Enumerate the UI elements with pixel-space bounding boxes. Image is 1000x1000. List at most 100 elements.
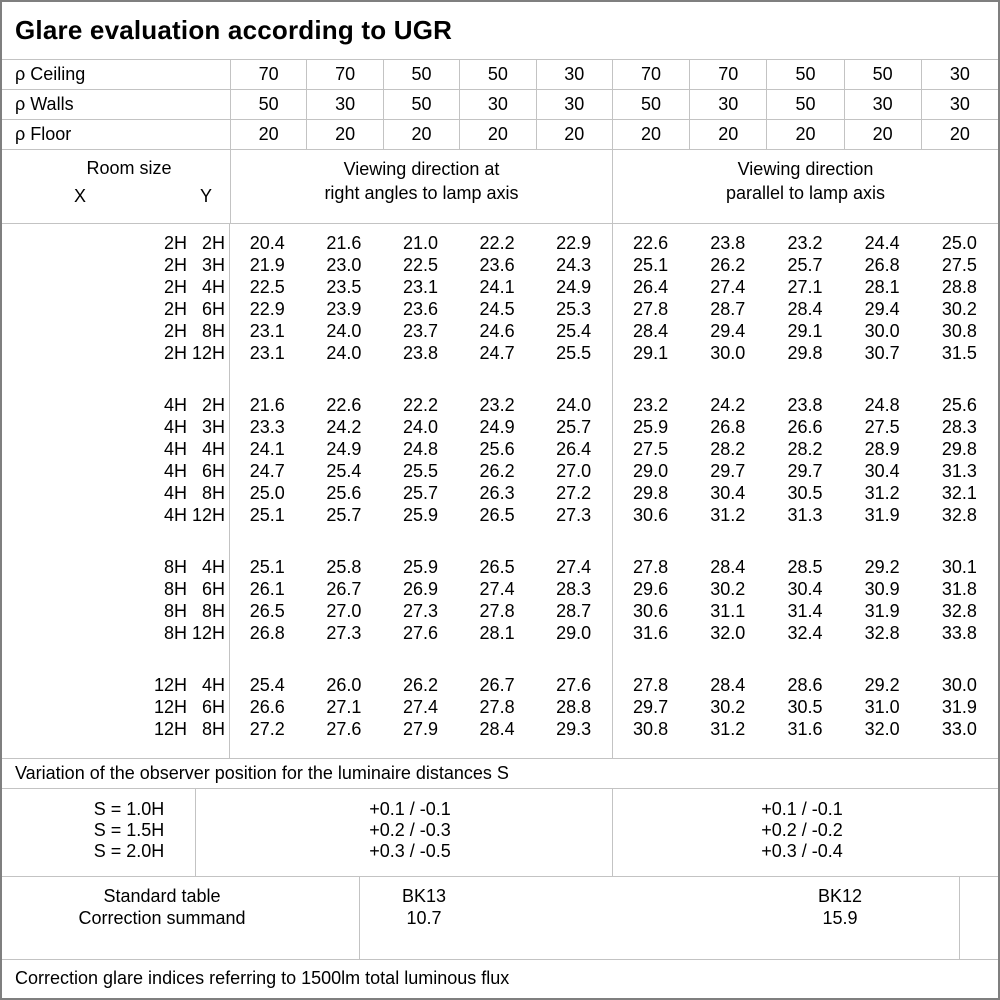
ugr-value-cell: 22.6 [633, 233, 669, 253]
ugr-value-cell: 29.7 [633, 697, 669, 717]
ugr-value-cell: 26.4 [556, 439, 592, 459]
reflectance-value: 50 [766, 90, 843, 119]
reflectance-value: 50 [459, 60, 535, 89]
ugr-value-cell: 24.1 [479, 277, 515, 297]
reflectance-value: 50 [843, 60, 921, 89]
ugr-value-cell: 25.7 [556, 417, 592, 437]
ugr-value-cell: 23.8 [402, 343, 438, 363]
ugr-value-cell: 27.3 [556, 505, 592, 525]
room-size-label: Room size [86, 158, 172, 178]
s-distance-labels: S = 1.0H S = 1.5H S = 2.0H [94, 799, 165, 862]
room-size-header: Room size X Y [2, 150, 230, 223]
ugr-y-cell: 4H [201, 557, 225, 577]
ugr-x-cell: 12H [153, 719, 187, 739]
ugr-value-cell: 26.9 [402, 579, 438, 599]
ugr-value-cell: 30.5 [787, 483, 823, 503]
ugr-value-cell: 27.4 [556, 557, 592, 577]
ugr-value-cell: 29.1 [787, 321, 823, 341]
ugr-value-cell: 23.2 [787, 233, 823, 253]
s-value: +0.1 / -0.1 [369, 799, 451, 819]
ugr-value-cell: 24.5 [479, 299, 515, 319]
ugr-value-cell: 26.8 [710, 417, 746, 437]
ugr-value-cell: 28.4 [479, 719, 515, 739]
ugr-value-cell: 30.2 [941, 299, 977, 319]
ugr-y-cell: 8H [201, 321, 225, 341]
ugr-value-cell: 26.7 [326, 579, 362, 599]
header-line-1: Viewing direction at [343, 159, 500, 179]
ugr-value-cell: 30.2 [710, 579, 746, 599]
ugr-value-cell: 26.4 [633, 277, 669, 297]
table-divider-line [195, 789, 196, 876]
ugr-y-cell: 6H [201, 697, 225, 717]
ugr-y-cell: 3H [201, 255, 225, 275]
ugr-value-cell: 27.2 [556, 483, 592, 503]
reflectance-value: 20 [306, 120, 382, 149]
ugr-value-cell: 21.6 [249, 395, 285, 415]
s-value: +0.1 / -0.1 [761, 799, 843, 819]
ugr-value-cell: 27.5 [633, 439, 669, 459]
reflectance-label: ρ Floor [15, 124, 72, 144]
viewing-direction-right-angles-header: Viewing direction at right angles to lam… [230, 150, 612, 223]
ugr-value-cell: 29.8 [787, 343, 823, 363]
ugr-x-cell: 4H [163, 461, 187, 481]
ugr-value-cell: 22.9 [249, 299, 285, 319]
ugr-y-cell: 2H [201, 233, 225, 253]
ugr-value-cell: 23.8 [787, 395, 823, 415]
ugr-value-cell: 29.4 [864, 299, 900, 319]
ugr-value-cell: 28.2 [787, 439, 823, 459]
ugr-value-cell: 25.1 [633, 255, 669, 275]
column-header-row: Room size X Y Viewing direction at right… [2, 150, 998, 224]
ugr-value-cell: 30.8 [633, 719, 669, 739]
ugr-value-cell: 22.9 [556, 233, 592, 253]
reflectance-value: 30 [689, 90, 766, 119]
x-column-label: X [73, 186, 87, 206]
ugr-value-cell: 30.4 [864, 461, 900, 481]
ugr-y-cell: 12H [191, 623, 225, 643]
ugr-value-cell: 28.9 [864, 439, 900, 459]
reflectance-value: 20 [689, 120, 766, 149]
ugr-value-cell: 29.0 [556, 623, 592, 643]
ugr-value-cell: 32.8 [864, 623, 900, 643]
reflectance-value: 20 [382, 120, 459, 149]
ugr-value-cell: 31.2 [710, 505, 746, 525]
s-value: +0.2 / -0.2 [761, 820, 843, 840]
observer-distance-table: S = 1.0H S = 1.5H S = 2.0H +0.1 / -0.1 +… [2, 789, 998, 877]
ugr-value-cell: 25.7 [787, 255, 823, 275]
ugr-value-cell: 30.0 [710, 343, 746, 363]
ugr-value-cell: 27.8 [633, 557, 669, 577]
ugr-value-cell: 22.2 [402, 395, 438, 415]
ugr-value-cell: 31.5 [941, 343, 977, 363]
reflectance-label: ρ Ceiling [15, 64, 86, 84]
ugr-value-cell: 24.8 [402, 439, 438, 459]
ugr-value-cell: 25.4 [556, 321, 592, 341]
ugr-value-cell: 21.6 [326, 233, 362, 253]
ugr-value-cell: 31.4 [787, 601, 823, 621]
ugr-value-cell: 29.8 [633, 483, 669, 503]
s-values-parallel: +0.1 / -0.1 +0.2 / -0.2 +0.3 / -0.4 [761, 799, 843, 862]
reflectance-row: ρ Ceiling 70 70 50 50 30 70 70 50 50 30 [2, 60, 998, 90]
ugr-value-cell: 27.3 [402, 601, 438, 621]
ugr-value-cell: 31.2 [864, 483, 900, 503]
s-label: S = 1.5H [93, 820, 165, 840]
ugr-value-cell: 27.5 [941, 255, 977, 275]
ugr-x-cell: 8H [163, 557, 187, 577]
ugr-value-cell: 23.5 [326, 277, 362, 297]
ugr-value-cell: 32.8 [941, 505, 977, 525]
ugr-y-cell: 8H [201, 601, 225, 621]
ugr-value-cell: 25.4 [249, 675, 285, 695]
ugr-value-cell: 28.2 [710, 439, 746, 459]
ugr-value-cell: 23.6 [402, 299, 438, 319]
ugr-value-cell: 28.6 [787, 675, 823, 695]
ugr-value-cell: 28.3 [941, 417, 977, 437]
variation-note-row: Variation of the observer position for t… [2, 759, 998, 789]
ugr-value-cell: 30.2 [710, 697, 746, 717]
ugr-x-cell: 8H [163, 623, 187, 643]
s-value: +0.3 / -0.4 [761, 841, 843, 861]
ugr-value-cell: 25.6 [479, 439, 515, 459]
ugr-x-cell: 8H [163, 579, 187, 599]
ugr-value-cell: 25.3 [556, 299, 592, 319]
table-divider-line [229, 224, 230, 758]
standard-table-label: Standard table [103, 886, 221, 906]
report-title-row: Glare evaluation according to UGR [2, 2, 998, 60]
